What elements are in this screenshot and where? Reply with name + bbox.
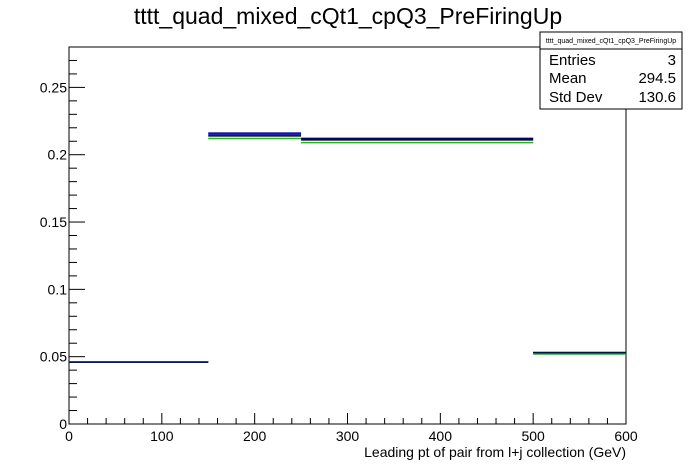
x-tick-label-300: 300 (336, 428, 360, 444)
stats-stddev-value: 130.6 (638, 89, 676, 106)
x-tick-label-600: 600 (614, 428, 638, 444)
y-tick-label-0.1: 0.1 (48, 281, 68, 297)
stats-box-frame (539, 31, 683, 110)
histogram-series (69, 132, 626, 363)
y-tick-label-0: 0 (59, 416, 67, 432)
stats-box-title: tttt_quad_mixed_cQt1_cpQ3_PreFiringUp (546, 38, 676, 45)
stats-entries-label: Entries (549, 52, 596, 69)
stats-mean-value: 294.5 (638, 70, 676, 87)
x-tick-label-500: 500 (521, 428, 545, 444)
y-tick-label-0.15: 0.15 (40, 214, 67, 230)
stats-entries-value: 3 (668, 52, 676, 69)
x-tick-label-400: 400 (429, 428, 453, 444)
chart-title: tttt_quad_mixed_cQt1_cpQ3_PreFiringUp (134, 3, 562, 29)
stats-mean-label: Mean (549, 70, 587, 87)
x-tick-label-0: 0 (65, 428, 73, 444)
axis-ticks (68, 59, 627, 425)
stats-box: tttt_quad_mixed_cQt1_cpQ3_PreFiringUp En… (539, 31, 683, 110)
x-tick-label-100: 100 (150, 428, 174, 444)
x-axis-title: Leading pt of pair from l+j collection (… (364, 444, 626, 460)
y-tick-label-0.25: 0.25 (40, 79, 67, 95)
y-tick-label-0.2: 0.2 (48, 147, 68, 163)
stats-stddev-label: Std Dev (549, 89, 603, 106)
x-tick-label-200: 200 (243, 428, 267, 444)
y-tick-label-0.05: 0.05 (40, 349, 67, 365)
